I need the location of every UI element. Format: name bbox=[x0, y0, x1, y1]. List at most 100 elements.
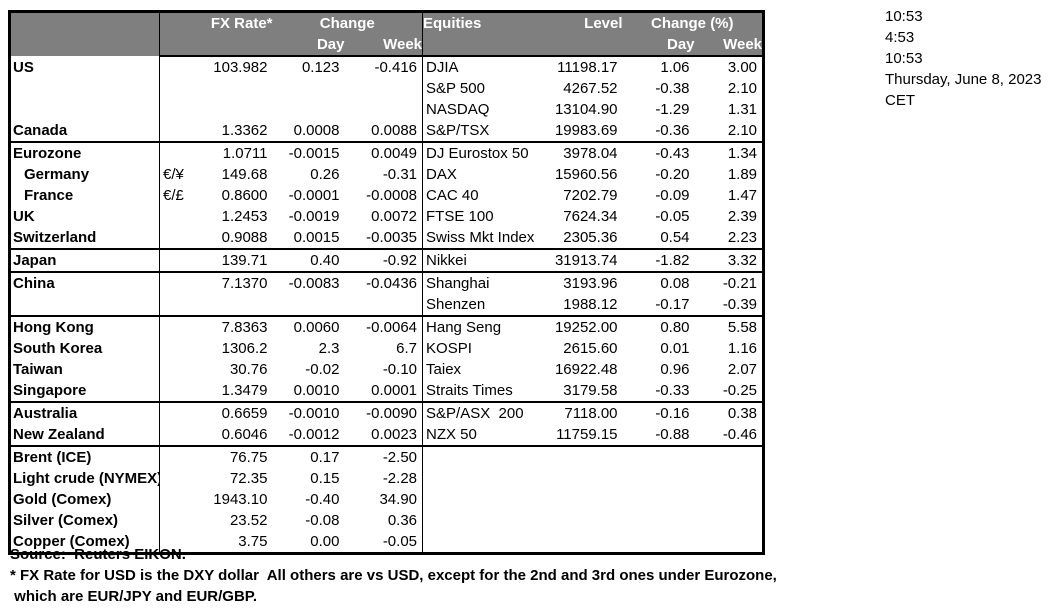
cell-fx-rate: 1.0711 bbox=[197, 141, 273, 164]
cell-fx-rate: 1.3362 bbox=[221, 122, 268, 139]
cell-equity-level: 7624.34 bbox=[563, 208, 618, 225]
cell-fx-change-week: -0.0436 bbox=[344, 271, 423, 294]
cell-fx-change-week: 0.0049 bbox=[344, 141, 423, 164]
cell-fx-change-day: 0.0010 bbox=[293, 382, 340, 399]
table-row: Shenzen 1988.12 -0.17 -0.39 bbox=[9, 294, 764, 316]
cell-fx-change-day: -0.0083 bbox=[272, 271, 345, 294]
cell-equity-name bbox=[422, 445, 541, 468]
cell-country: China bbox=[9, 271, 160, 294]
cell-equity-level: 11759.15 bbox=[556, 426, 618, 443]
table-row: Silver (Comex) 23.52 -0.08 0.36 bbox=[9, 510, 764, 531]
table-row: China 7.1370 -0.0083 -0.0436 Shanghai 3193.96… bbox=[9, 271, 764, 294]
cell-equity-change-day: -0.05 bbox=[655, 208, 690, 225]
cell-fx-change-week bbox=[345, 99, 423, 120]
cell-fx-change-week: -0.0008 bbox=[366, 187, 418, 204]
cell-country: UK bbox=[9, 206, 160, 227]
cell-equity-change-week: 1.47 bbox=[727, 187, 758, 204]
cell-equity-change-week: 3.00 bbox=[727, 59, 758, 76]
cell-equity-change-day: -0.17 bbox=[655, 296, 690, 313]
cell-equity-change-week: 1.89 bbox=[727, 166, 758, 183]
cell-fx-change-week: 34.90 bbox=[379, 491, 418, 508]
cell-equity-name: Shenzen bbox=[422, 294, 541, 316]
cell-fx-change-day: 0.0015 bbox=[293, 229, 340, 246]
cell-currency-pair bbox=[160, 510, 198, 531]
cell-currency-pair bbox=[160, 489, 198, 510]
cell-currency-pair bbox=[159, 271, 198, 294]
table-row: Light crude (NYMEX) 72.35 0.15 -2.28 bbox=[9, 468, 764, 489]
cell-fx-change-day: 0.26 bbox=[310, 166, 340, 183]
cell-country: Taiwan bbox=[9, 359, 160, 380]
table-row: Eurozone 1.0711 -0.0015 0.0049 DJ Eurostox 5… bbox=[9, 141, 764, 164]
cell-equity-change-week bbox=[695, 489, 764, 510]
cell-country: Singapore bbox=[9, 380, 160, 402]
cell-equity-level: 1988.12 bbox=[563, 296, 618, 313]
local-time: 10:53 bbox=[885, 8, 923, 25]
cell-fx-change-day: -0.0010 bbox=[272, 401, 345, 424]
source-note: Source: Reuters EIKON. bbox=[10, 546, 186, 563]
cell-equity-level: 11198.17 bbox=[557, 59, 618, 76]
cell-currency-pair bbox=[160, 380, 198, 402]
cell-currency-pair bbox=[159, 401, 198, 424]
cell-currency-pair bbox=[160, 206, 198, 227]
table-row: Taiwan 30.76 -0.02 -0.10 Taiex 16922.48 0.96 2.… bbox=[9, 359, 764, 380]
cell-fx-change-week: 0.0001 bbox=[371, 382, 418, 399]
table-row: France €/£ 0.8600 -0.0001 -0.0008 CAC 40 7202.… bbox=[9, 185, 764, 206]
cell-fx-rate: 72.35 bbox=[229, 470, 268, 487]
cell-equity-name: DJ Eurostox 50 bbox=[422, 141, 541, 164]
cell-fx-change-day: 0.15 bbox=[310, 470, 340, 487]
cell-fx-change-day: -0.08 bbox=[305, 512, 340, 529]
cell-fx-rate: 3.75 bbox=[238, 533, 268, 550]
table-row: Brent (ICE) 76.75 0.17 -2.50 bbox=[9, 445, 764, 468]
cell-country: South Korea bbox=[9, 338, 160, 359]
cell-equity-change-day: -1.82 bbox=[622, 248, 695, 272]
cell-country: Copper (Comex) bbox=[9, 531, 160, 554]
level-header: Level bbox=[540, 11, 623, 34]
cell-equity-change-day: -0.88 bbox=[655, 426, 690, 443]
cell-fx-rate: 1.3479 bbox=[221, 382, 268, 399]
cell-equity-change-day: -1.29 bbox=[655, 101, 690, 118]
cell-equity-name: Taiex bbox=[422, 359, 541, 380]
cell-currency-pair bbox=[160, 424, 198, 446]
cell-fx-change-day: 0.0008 bbox=[293, 122, 340, 139]
cell-equity-name: Straits Times bbox=[422, 380, 541, 402]
cell-fx-rate: 1.2453 bbox=[221, 208, 268, 225]
cell-equity-change-day: -0.09 bbox=[655, 187, 690, 204]
cell-equity-level: 16922.48 bbox=[554, 361, 618, 378]
cell-currency-pair bbox=[159, 248, 198, 272]
cell-equity-level: 3179.58 bbox=[563, 382, 618, 399]
table-row: Canada 1.3362 0.0008 0.0088 S&P/TSX 19983.69 -… bbox=[9, 120, 764, 142]
cell-equity-name: S&P/ASX 200 bbox=[422, 401, 541, 424]
table-row: S&P 500 4267.52 -0.38 2.10 bbox=[9, 78, 764, 99]
secondary-time: 4:53 bbox=[885, 29, 915, 46]
cell-fx-change-week: 0.0072 bbox=[371, 208, 418, 225]
cell-equity-change-day: -0.36 bbox=[655, 122, 690, 139]
cell-fx-rate: 0.6659 bbox=[197, 401, 273, 424]
cell-equity-name: CAC 40 bbox=[422, 185, 541, 206]
table-row: NASDAQ 13104.90 -1.29 1.31 bbox=[9, 99, 764, 120]
cell-equity-level: 15960.56 bbox=[554, 166, 618, 183]
cell-country: France bbox=[9, 185, 160, 206]
fx-equities-table: FX Rate* Change Equities Level Change (%… bbox=[8, 10, 766, 555]
cell-country: Silver (Comex) bbox=[9, 510, 160, 531]
cell-equity-change-day: 1.06 bbox=[660, 59, 690, 76]
cell-equity-level bbox=[541, 489, 623, 510]
cell-currency-pair bbox=[160, 78, 198, 99]
cell-equity-change-day bbox=[623, 510, 695, 531]
cell-equity-name: Swiss Mkt Index bbox=[422, 227, 541, 249]
cell-equity-name bbox=[422, 468, 541, 489]
date-label: Thursday, June 8, 2023 bbox=[885, 71, 1042, 88]
cell-fx-change-week: -0.05 bbox=[382, 533, 418, 550]
cell-currency-pair bbox=[159, 141, 198, 164]
equities-day-header: Day bbox=[622, 34, 695, 57]
cell-equity-change-day: 0.54 bbox=[660, 229, 690, 246]
fx-day-header: Day bbox=[272, 34, 345, 57]
cell-equity-change-week: 2.23 bbox=[727, 229, 758, 246]
cell-equity-level: 3978.04 bbox=[540, 141, 623, 164]
cell-fx-change-week: 6.7 bbox=[396, 340, 418, 357]
cell-equity-level bbox=[541, 510, 623, 531]
country-header-cell bbox=[9, 11, 160, 56]
table-row: Copper (Comex) 3.75 0.00 -0.05 bbox=[9, 531, 764, 554]
cell-equity-change-day bbox=[622, 445, 695, 468]
cell-fx-change-week: -2.28 bbox=[382, 470, 418, 487]
cell-fx-change-day: -0.0019 bbox=[288, 208, 340, 225]
